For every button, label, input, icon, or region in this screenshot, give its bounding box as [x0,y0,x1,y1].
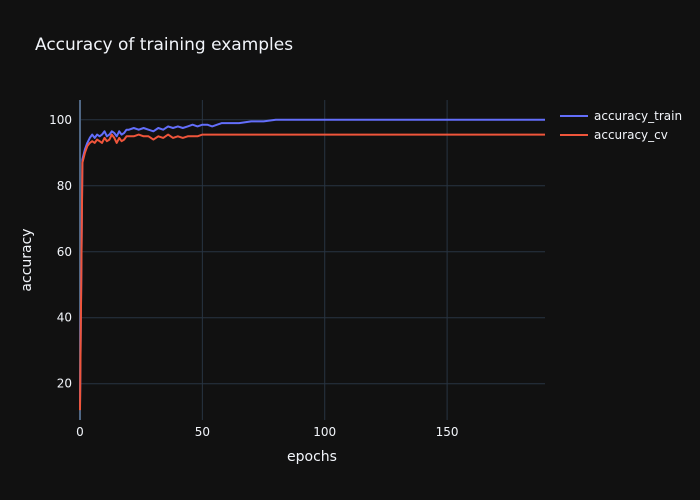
series-lines [79,118,545,411]
y-tick-label: 60 [57,245,72,259]
legend[interactable]: accuracy_train accuracy_cv [560,109,682,142]
legend-item-accuracy_train[interactable]: accuracy_train [560,109,682,123]
legend-label: accuracy_cv [594,128,668,142]
y-tick-label: 100 [49,113,72,127]
y-tick-label: 40 [57,311,72,325]
chart-title: Accuracy of training examples [35,35,293,55]
tick-labels: 20 40 60 80 100 0 50 100 150 [49,113,458,439]
series-line-accuracy_cv [79,133,545,411]
x-tick-label: 100 [313,425,336,439]
series-line-accuracy_train [79,118,545,407]
y-tick-label: 80 [57,179,72,193]
x-tick-label: 0 [76,425,84,439]
x-axis-title: epochs [287,449,337,465]
y-tick-label: 20 [57,377,72,391]
legend-item-accuracy_cv[interactable]: accuracy_cv [560,128,668,142]
x-tick-label: 50 [195,425,210,439]
legend-label: accuracy_train [594,109,682,123]
x-tick-label: 150 [436,425,459,439]
y-axis-title: accuracy [19,228,35,291]
